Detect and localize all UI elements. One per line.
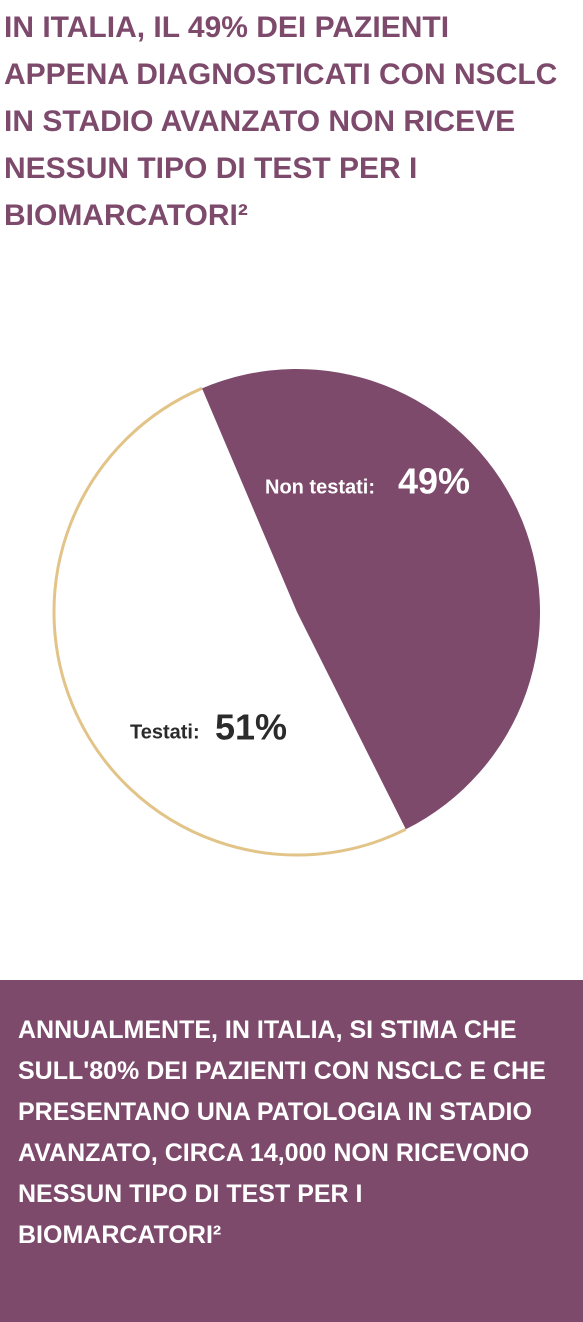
slice-edge (52, 386, 407, 857)
note-box: ANNUALMENTE, IN ITALIA, SI STIMA CHE SUL… (0, 980, 583, 1322)
value-label: 49% (398, 461, 470, 502)
pie-slice (202, 368, 541, 830)
pie-slice (54, 388, 406, 855)
chart-title: IN ITALIA, IL 49% DEI PAZIENTI APPENA DI… (4, 11, 558, 232)
value-label: 51% (215, 707, 287, 748)
slice-label: Non testati: (265, 476, 375, 498)
chart: Non testati: 49% Testati: 51% (52, 368, 541, 857)
note-text: ANNUALMENTE, IN ITALIA, SI STIMA CHE SUL… (18, 1016, 546, 1249)
slice-label: Testati: (130, 721, 200, 743)
